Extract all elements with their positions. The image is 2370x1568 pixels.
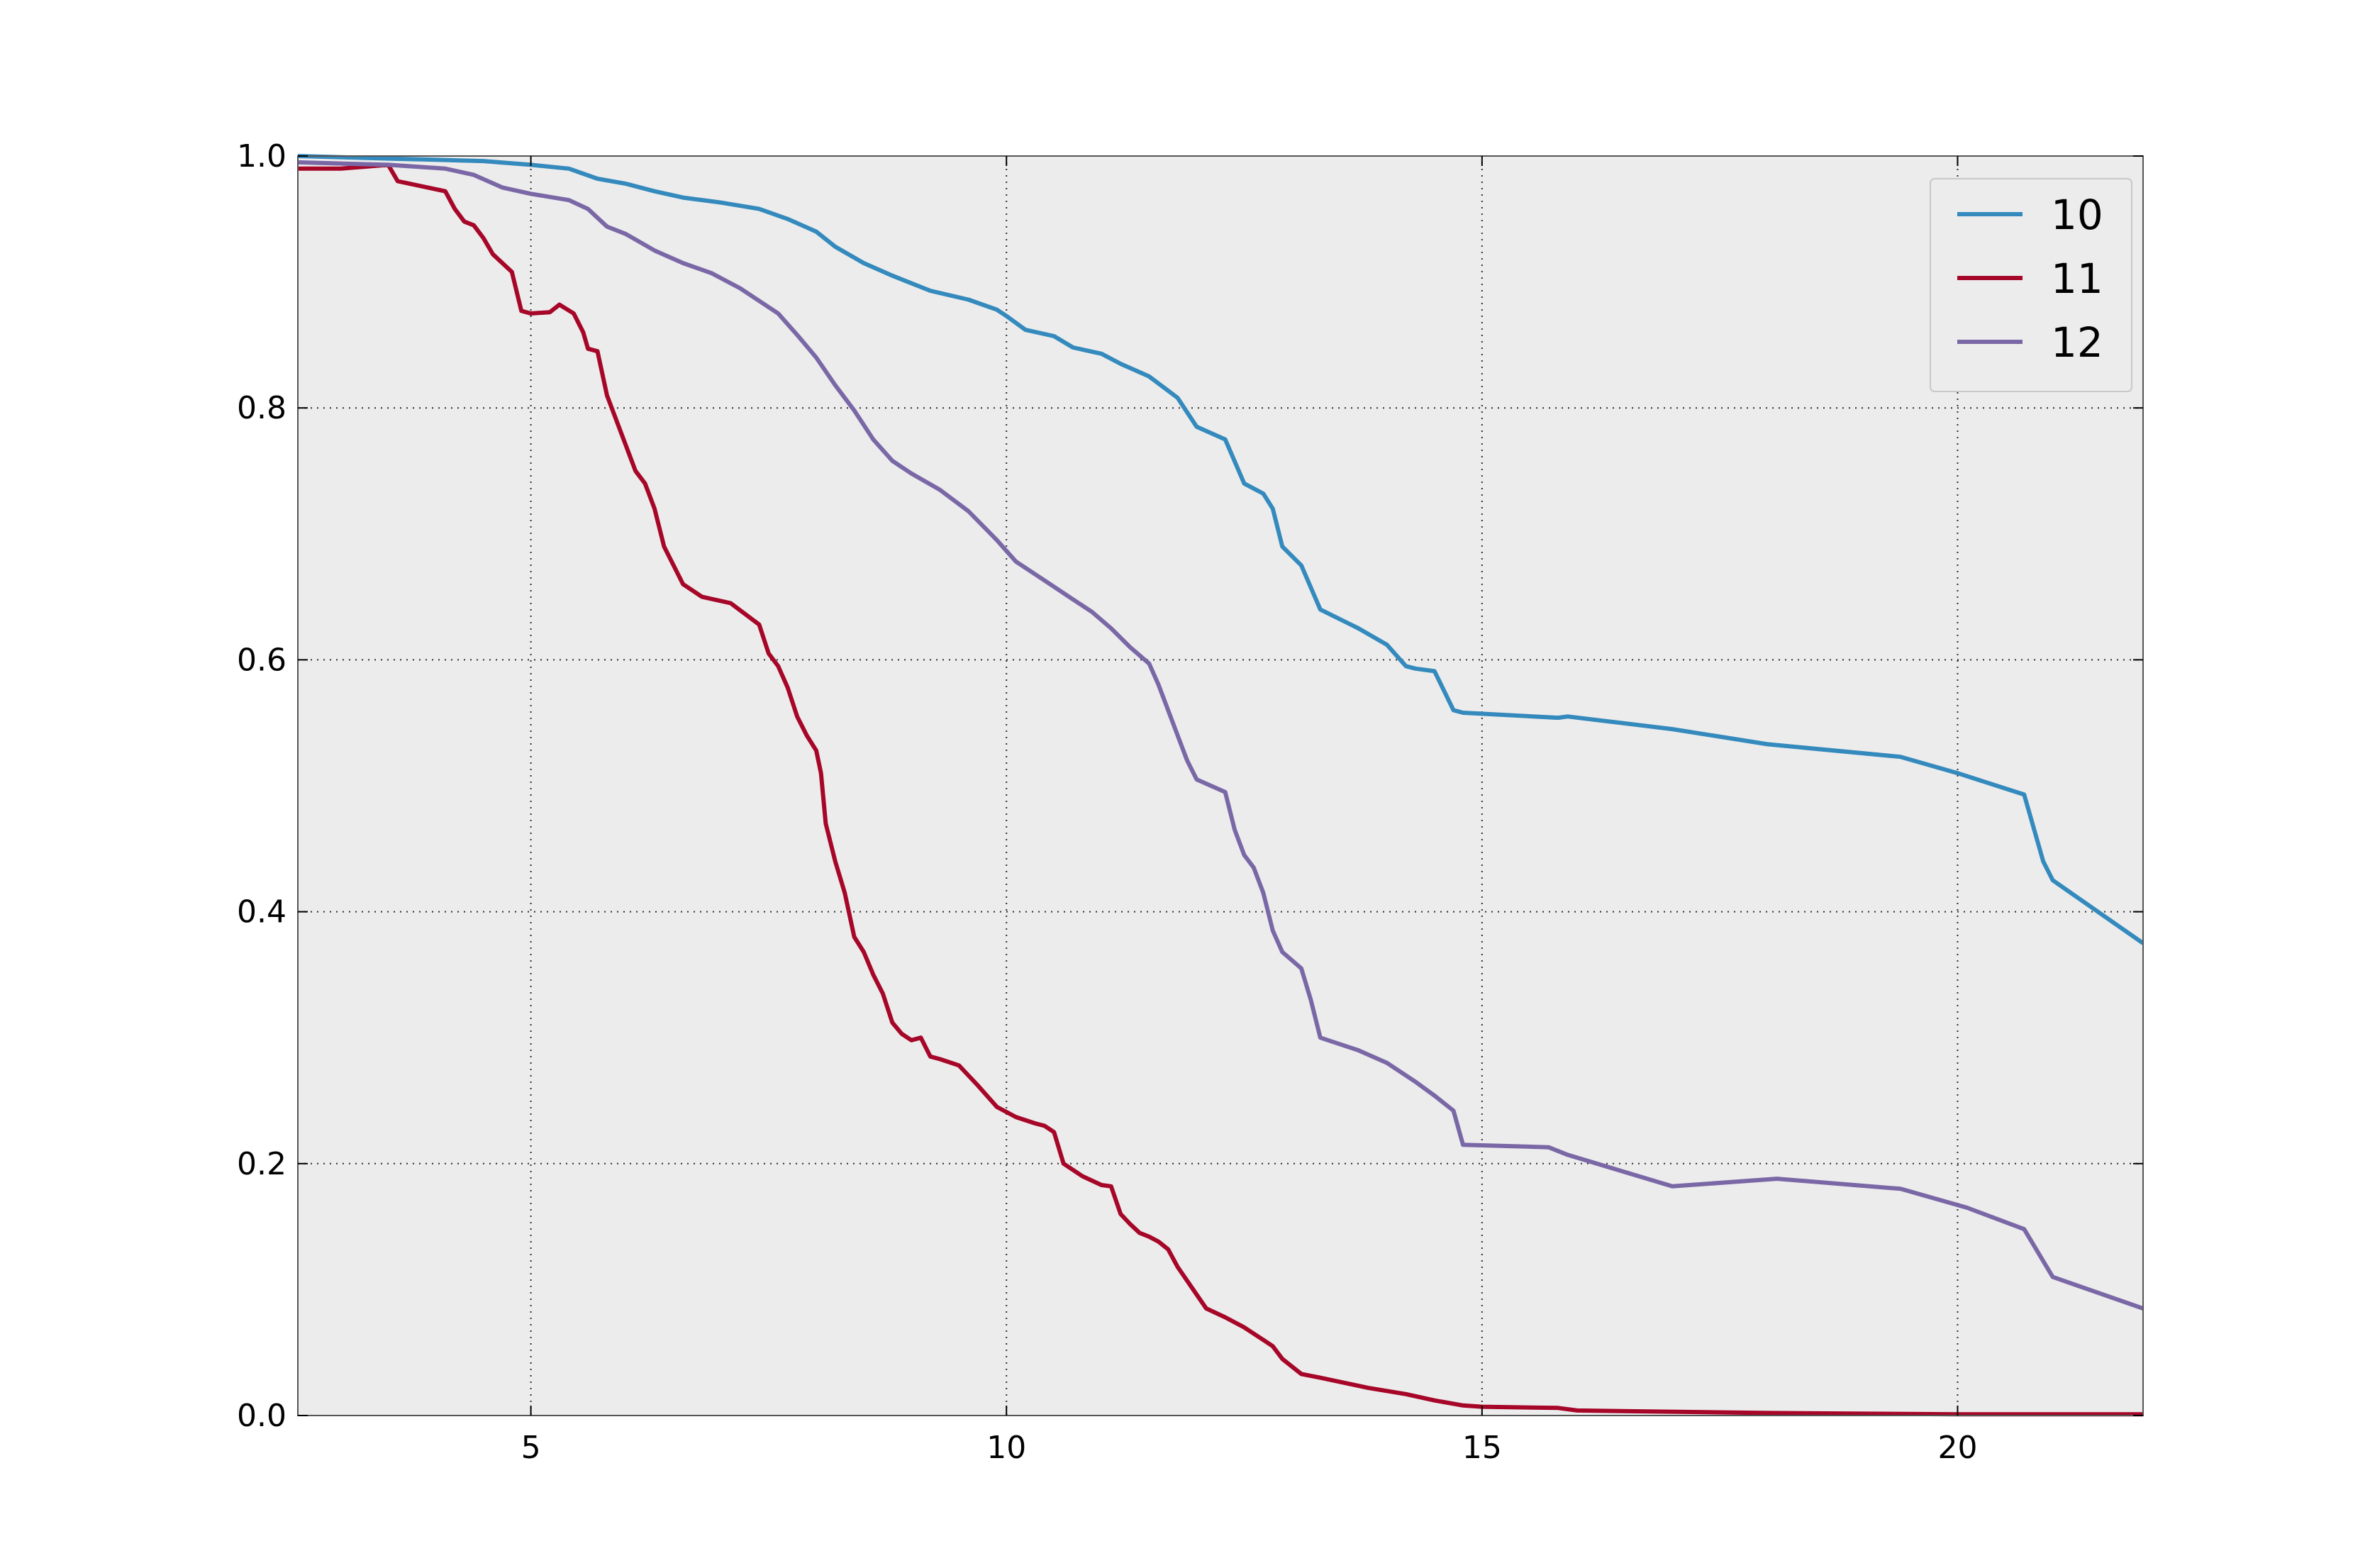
- plot-background: [298, 156, 2143, 1416]
- y-tick-label: 0.8: [237, 390, 286, 426]
- series-line-12: [298, 160, 2143, 1311]
- legend-box: [1930, 178, 2132, 392]
- x-tick-label: 15: [1462, 1430, 1502, 1466]
- legend: 10 11 12: [1930, 178, 2132, 392]
- y-tick-label: 1.0: [237, 138, 286, 174]
- x-tick-label: 5: [521, 1430, 541, 1466]
- y-tick-label: 0.4: [237, 894, 286, 930]
- legend-label-11: 11: [2051, 255, 2103, 303]
- y-tick-label: 0.2: [237, 1146, 286, 1182]
- x-tick-label: 20: [1937, 1430, 1977, 1466]
- y-tick-label: 0.0: [237, 1398, 286, 1434]
- axis-ticks: 5 10 15 20 0.0 0.2 0.4 0.6 0.8 1.0: [237, 138, 2143, 1466]
- y-tick-label: 0.6: [237, 642, 286, 678]
- legend-label-10: 10: [2051, 191, 2103, 239]
- x-tick-label: 10: [986, 1430, 1026, 1466]
- legend-label-12: 12: [2051, 318, 2103, 367]
- series-line-10: [298, 154, 2143, 945]
- plot-frame: [297, 155, 2144, 1416]
- series-lines: [298, 154, 2143, 1417]
- series-line-11: [298, 162, 2143, 1417]
